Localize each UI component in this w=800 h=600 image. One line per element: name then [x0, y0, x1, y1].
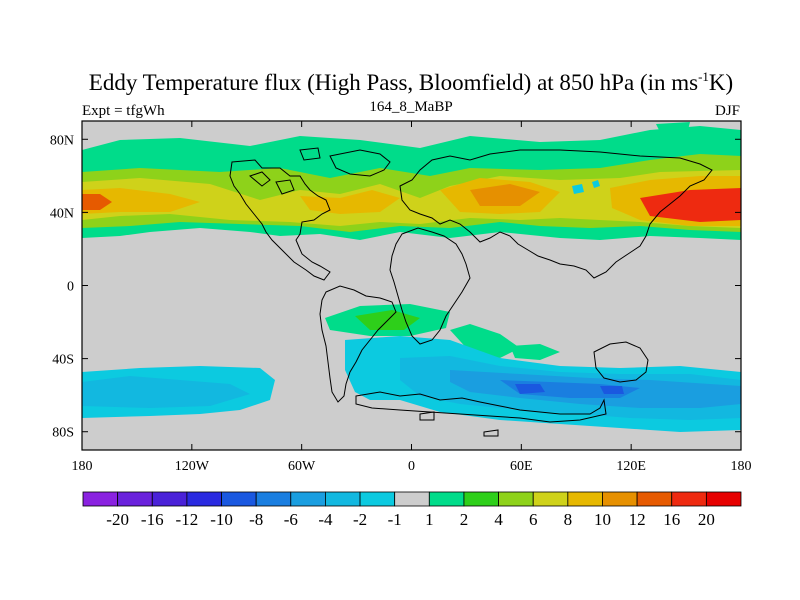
y-tick-label: 40N — [50, 206, 74, 221]
y-tick-label: 80S — [52, 426, 74, 441]
colorbar: -20 -16 -12 -10 -8 -6 -4 -2 -1 1 2 4 6 8 10 12 16 20 — [82, 491, 742, 529]
y-tick-label: 80N — [50, 133, 74, 148]
colorbar-label: -6 — [284, 510, 298, 529]
x-tick-label: 120W — [175, 459, 210, 474]
x-tick-label: 0 — [408, 459, 415, 474]
y-tick-label: 0 — [67, 280, 74, 295]
sh-band-lightblue — [82, 376, 250, 408]
nh-core-orange-west — [82, 188, 200, 214]
colorbar-box — [186, 491, 222, 507]
season-label: DJF — [715, 103, 740, 119]
colorbar-box — [602, 491, 638, 507]
y-axis: 80N 40N 0 40S 80S — [50, 133, 741, 441]
colorbar-box — [671, 491, 707, 507]
colorbar-box — [82, 491, 119, 507]
colorbar-box — [532, 491, 569, 507]
colorbar-label: -20 — [106, 510, 129, 529]
nh-core-red-east — [640, 188, 741, 222]
colorbar-box — [151, 491, 188, 507]
coast-north-america — [229, 159, 331, 281]
plot-title: Eddy Temperature flux (High Pass, Bloomf… — [89, 69, 733, 95]
x-axis: 180 120W 60W 0 60E 120E 180 — [72, 121, 752, 474]
colorbar-box — [325, 491, 361, 507]
map-field — [82, 121, 741, 450]
colorbar-box — [636, 491, 673, 507]
coast-africa — [389, 227, 471, 345]
colorbar-label: 16 — [663, 510, 680, 529]
sh-band-core-2 — [600, 386, 624, 394]
nh-core-red-west — [82, 194, 112, 210]
colorbar-box — [394, 491, 430, 507]
coastlines — [229, 147, 713, 437]
colorbar-label: -2 — [353, 510, 367, 529]
colorbar-label: 10 — [594, 510, 611, 529]
colorbar-label: 12 — [629, 510, 646, 529]
colorbar-box — [705, 491, 742, 507]
coast-eurasia — [399, 149, 713, 279]
y-tick-label: 40S — [52, 353, 74, 368]
sh-band-core — [515, 384, 545, 394]
x-tick-label: 120E — [616, 459, 646, 474]
colorbar-box — [428, 491, 465, 507]
x-tick-label: 60W — [288, 459, 316, 474]
colorbar-label: 2 — [460, 510, 469, 529]
experiment-label: Expt = tfgWh — [82, 103, 165, 119]
x-tick-label: 60E — [510, 459, 533, 474]
colorbar-label: -12 — [176, 510, 199, 529]
colorbar-label: 6 — [529, 510, 538, 529]
colorbar-box — [498, 491, 534, 507]
nh-band-yellow — [82, 170, 741, 228]
nh-cyan-spot — [572, 184, 584, 194]
colorbar-label: -8 — [249, 510, 263, 529]
colorbar-box — [117, 491, 153, 507]
colorbar-box — [221, 491, 257, 507]
colorbar-box — [290, 491, 326, 507]
colorbar-label: -1 — [388, 510, 402, 529]
nh-core-darkorange-asia — [470, 184, 540, 206]
coast-arctic-islands — [248, 147, 321, 195]
x-tick-label: 180 — [72, 459, 93, 474]
colorbar-box — [359, 491, 396, 507]
colorbar-label: 4 — [494, 510, 503, 529]
x-tick-label: 180 — [731, 459, 752, 474]
colorbar-box — [567, 491, 603, 507]
nh-green-patch — [656, 122, 690, 132]
coast-small-islands — [419, 411, 499, 437]
colorbar-box — [463, 491, 499, 507]
nh-cyan-spot-2 — [592, 180, 600, 188]
colorbar-label: 1 — [425, 510, 434, 529]
sh-indian-green-2 — [510, 344, 560, 360]
colorbar-label: -4 — [318, 510, 333, 529]
case-label: 164_8_MaBP — [369, 99, 452, 115]
nh-core-orange-atl — [300, 190, 400, 214]
colorbar-label: -10 — [210, 510, 233, 529]
sh-indian-green — [450, 324, 520, 358]
colorbar-label: 8 — [564, 510, 573, 529]
coast-antarctica — [355, 391, 607, 423]
coast-greenland — [329, 149, 391, 177]
colorbar-label: -16 — [141, 510, 164, 529]
coast-australia — [593, 341, 649, 383]
colorbar-box — [255, 491, 292, 507]
colorbar-label: 20 — [698, 510, 715, 529]
coast-south-america — [319, 285, 397, 403]
